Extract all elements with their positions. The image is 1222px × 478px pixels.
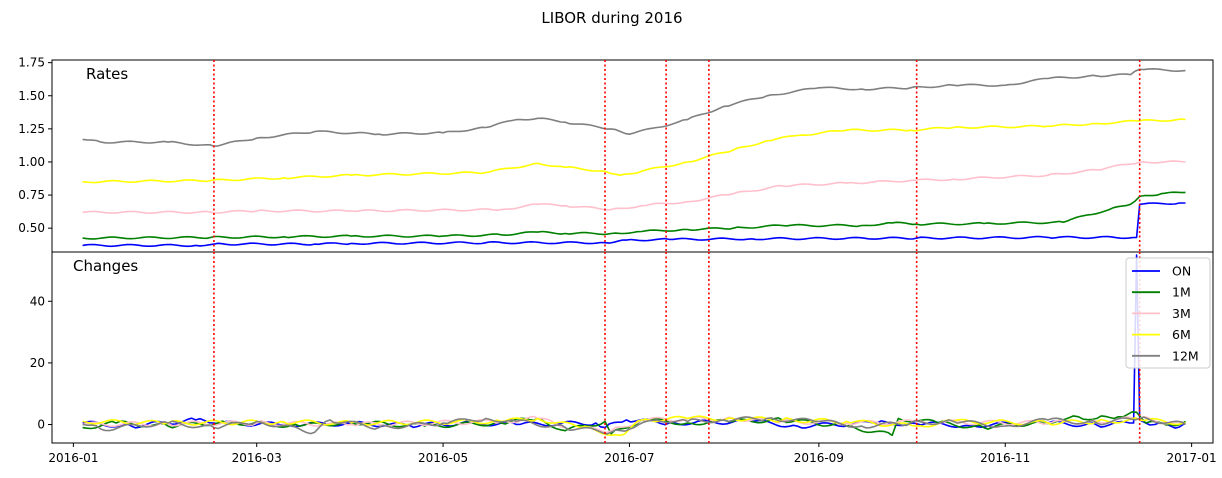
bottom-ytick-label: 40 [30,294,45,308]
bottom-ytick-label: 0 [37,418,45,432]
bottom-axes-frame [51,251,1214,444]
rates-panel: 0.50 0.75 1.00 1.25 1.50 1.75 Rates [18,56,1214,253]
bottom-panel-label: Changes [73,257,138,275]
chart-title: LIBOR during 2016 [541,9,682,27]
bottom-xtick-label: 2016-11 [980,451,1030,465]
top-series-group [82,68,1186,248]
top-series-line-on [82,202,1186,248]
bottom-xtick-label: 2016-03 [232,451,282,465]
bottom-ytick-label: 20 [30,356,45,370]
top-series-line-3m [82,160,1186,214]
bottom-xtick-label: 2016-07 [604,451,654,465]
legend-label-1m: 1M [1172,285,1191,300]
bottom-xtick-label: 2017-01 [1167,451,1217,465]
top-ytick-label: 0.50 [18,221,45,235]
changes-panel: 0 20 40 2016-01 2016-03 2016-05 2016-07 2016-09… [30,251,1217,465]
bottom-xtick-label: 2016-09 [794,451,844,465]
bottom-xtick-label: 2016-05 [418,451,468,465]
legend-box [1125,257,1211,369]
top-panel-label: Rates [86,65,128,83]
top-ytick-label: 1.25 [18,122,45,136]
top-series-line-12m [82,68,1186,147]
top-series-line-1m [82,191,1186,240]
bottom-series-group [82,254,1186,437]
top-ytick-label: 1.00 [18,155,45,169]
bottom-series-line-12m [82,416,1186,435]
legend-label-on: ON [1172,264,1191,279]
top-ytick-label: 0.75 [18,188,45,202]
legend-label-12m: 12M [1172,348,1199,363]
top-ytick-label: 1.50 [18,89,45,103]
top-series-line-6m [82,118,1186,184]
legend-label-6m: 6M [1172,327,1191,342]
legend: ON 1M 3M 6M 12M [1125,257,1211,369]
bottom-xtick-label: 2016-01 [48,451,98,465]
top-ytick-label: 1.75 [18,56,45,70]
legend-label-3m: 3M [1172,306,1191,321]
bottom-series-line-on [82,254,1186,429]
